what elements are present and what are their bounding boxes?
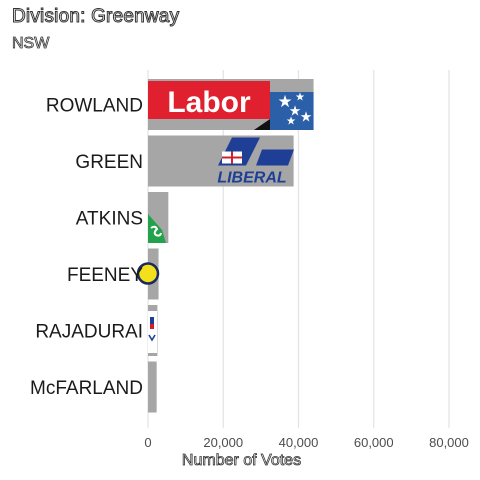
chart-title: Division: Greenway <box>11 6 180 28</box>
liberal-logo: LIBERAL <box>217 137 294 187</box>
bar-mcfarland <box>148 361 157 413</box>
label-layer: 0 20,000 40,000 60,000 80,000 ROWLAND GREEN ATK… <box>30 96 469 451</box>
category-label: FEENEY <box>67 265 143 286</box>
chart-subtitle: NSW <box>12 35 50 53</box>
category-label: ATKINS <box>76 209 143 230</box>
x-tick-label: 0 <box>144 435 151 450</box>
svg-text:★: ★ <box>289 103 302 119</box>
blue-red-party-logo <box>148 311 157 353</box>
x-tick-label: 60,000 <box>354 435 394 450</box>
x-axis-label: Number of Votes <box>181 452 302 470</box>
svg-text:★: ★ <box>300 109 313 125</box>
labor-logo: Labor ★ ★★★★ <box>148 81 314 130</box>
category-label: ROWLAND <box>46 96 143 117</box>
category-label: McFARLAND <box>30 378 143 399</box>
yellow-party-logo <box>136 262 160 285</box>
svg-text:LIBERAL: LIBERAL <box>217 170 286 187</box>
category-label: GREEN <box>75 152 143 173</box>
category-label: RAJADURAI <box>35 322 143 343</box>
svg-text:★: ★ <box>295 91 305 104</box>
logo-layer: Labor ★ ★★★★LIBERAL <box>136 81 314 353</box>
svg-text:Labor: Labor <box>167 86 251 119</box>
greens-logo <box>148 214 166 243</box>
x-tick-label: 80,000 <box>429 435 469 450</box>
svg-text:★: ★ <box>277 91 292 111</box>
x-tick-label: 20,000 <box>203 435 243 450</box>
x-tick-label: 40,000 <box>279 435 319 450</box>
svg-text:★: ★ <box>286 115 296 128</box>
